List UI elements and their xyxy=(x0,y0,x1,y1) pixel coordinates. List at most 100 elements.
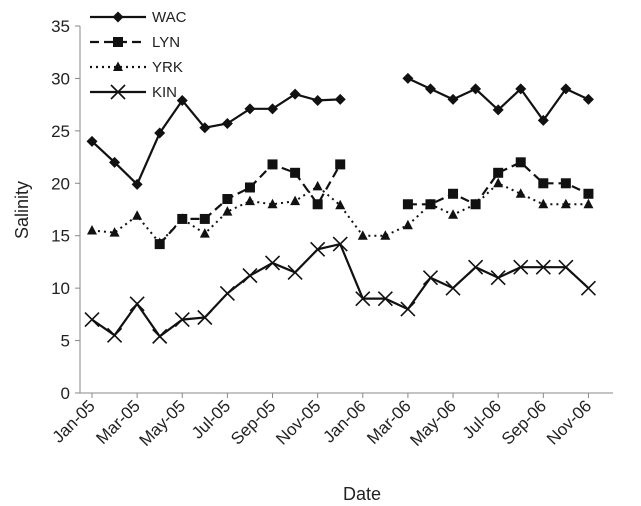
x-axis-title: Date xyxy=(343,484,381,504)
data-point-yrk xyxy=(109,227,120,237)
y-tick-label: 5 xyxy=(61,332,70,351)
data-point-yrk xyxy=(177,213,188,223)
data-point-lyn xyxy=(560,178,571,189)
data-point-kin xyxy=(468,259,484,275)
data-point-kin xyxy=(535,259,551,275)
data-point-wac xyxy=(199,122,211,134)
data-point-kin xyxy=(558,259,574,275)
legend-marker-wac xyxy=(112,11,124,23)
data-point-yrk xyxy=(515,188,526,198)
y-tick-label: 30 xyxy=(51,69,70,88)
data-point-lyn xyxy=(515,157,526,168)
data-point-kin xyxy=(152,328,168,344)
data-point-wac xyxy=(447,93,459,105)
data-point-yrk xyxy=(493,177,504,188)
data-point-kin xyxy=(580,280,597,296)
data-point-kin xyxy=(219,285,235,301)
data-point-wac xyxy=(492,104,504,116)
axes: 05101520253035Jan-05Mar-05May-05Jul-05Se… xyxy=(49,17,613,450)
y-axis-title: Salinity xyxy=(12,181,32,239)
data-point-kin xyxy=(422,270,439,286)
data-point-wac xyxy=(582,93,594,105)
legend: WAC LYN YRK KIN xyxy=(90,9,187,101)
data-point-wac xyxy=(109,156,121,168)
x-tick-label: May-05 xyxy=(136,396,190,450)
data-point-lyn xyxy=(290,167,301,178)
data-point-wac xyxy=(86,135,98,147)
series-wac xyxy=(86,72,594,190)
data-point-kin xyxy=(129,296,145,312)
series-kin xyxy=(84,236,597,344)
data-point-kin xyxy=(197,309,213,326)
legend-label-yrk: YRK xyxy=(152,59,183,76)
data-point-lyn xyxy=(312,199,323,210)
y-tick-label: 20 xyxy=(51,174,70,193)
data-point-kin xyxy=(174,312,190,328)
data-point-kin xyxy=(332,236,348,252)
x-tick-label: May-06 xyxy=(406,396,460,450)
data-point-yrk xyxy=(222,206,233,216)
data-point-lyn xyxy=(199,213,210,224)
data-point-wac xyxy=(221,118,233,130)
series-layer xyxy=(84,72,597,344)
data-point-yrk xyxy=(538,198,549,209)
series-line-yrk xyxy=(91,182,589,245)
x-tick-label: Jan-06 xyxy=(319,396,369,446)
data-point-yrk xyxy=(199,228,210,238)
legend-marker-lyn xyxy=(113,37,123,47)
x-tick-label: Jan-05 xyxy=(49,396,99,446)
legend-marker-kin xyxy=(110,84,126,100)
data-point-wac xyxy=(154,127,166,139)
data-point-lyn xyxy=(335,159,346,170)
data-point-yrk xyxy=(448,209,459,219)
data-point-yrk xyxy=(154,237,165,248)
x-tick-label: Nov-05 xyxy=(272,396,324,448)
data-point-kin xyxy=(490,270,506,286)
data-point-kin xyxy=(264,255,281,271)
data-point-yrk xyxy=(402,219,413,230)
data-point-yrk xyxy=(357,230,368,240)
data-point-wac xyxy=(131,178,143,190)
x-tick-label: Mar-06 xyxy=(363,396,415,448)
data-point-wac xyxy=(312,94,324,106)
data-point-wac xyxy=(470,83,482,95)
series-yrk xyxy=(87,177,594,248)
x-tick-label: Sep-06 xyxy=(498,396,550,448)
y-tick-label: 0 xyxy=(61,384,70,403)
data-point-lyn xyxy=(244,182,255,193)
series-line-wac xyxy=(91,93,341,187)
data-point-lyn xyxy=(402,199,413,210)
data-point-yrk xyxy=(132,210,143,220)
data-point-kin xyxy=(377,291,393,307)
data-point-wac xyxy=(537,114,549,126)
data-point-wac xyxy=(289,88,301,100)
data-point-kin xyxy=(355,291,371,307)
y-tick-label: 25 xyxy=(51,122,70,141)
data-point-wac xyxy=(244,103,256,115)
data-point-yrk xyxy=(312,180,323,191)
x-tick-label: Mar-05 xyxy=(92,396,144,448)
data-point-yrk xyxy=(290,195,301,206)
data-point-kin xyxy=(400,301,416,317)
data-point-kin xyxy=(84,312,100,328)
data-point-yrk xyxy=(560,198,571,209)
y-tick-label: 35 xyxy=(51,17,70,36)
data-point-wac xyxy=(560,83,572,95)
data-point-wac xyxy=(176,94,188,106)
data-point-lyn xyxy=(448,188,459,199)
legend-label-wac: WAC xyxy=(152,9,187,26)
data-point-kin xyxy=(242,267,258,284)
x-tick-label: Nov-06 xyxy=(543,396,595,448)
data-point-lyn xyxy=(493,167,504,178)
data-point-lyn xyxy=(267,159,278,170)
data-point-kin xyxy=(310,241,326,257)
data-point-kin xyxy=(287,264,303,280)
data-point-lyn xyxy=(538,178,549,189)
legend-marker-yrk xyxy=(113,61,123,71)
data-point-yrk xyxy=(87,224,97,235)
data-point-lyn xyxy=(583,188,594,199)
x-tick-label: Sep-05 xyxy=(227,396,279,448)
data-point-wac xyxy=(267,103,279,115)
y-tick-label: 10 xyxy=(51,279,70,298)
